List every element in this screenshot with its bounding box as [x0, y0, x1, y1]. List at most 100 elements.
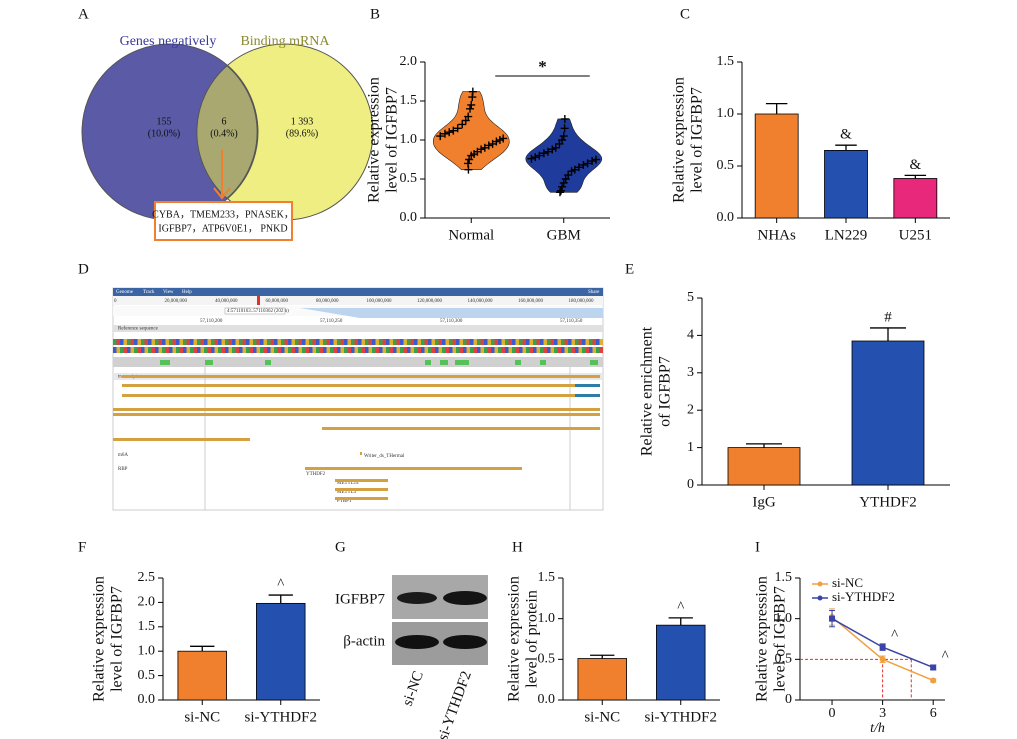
y-tick-label: 1.5: [775, 570, 793, 585]
menu-item: View: [163, 290, 174, 295]
base: [417, 347, 421, 353]
point: [453, 124, 462, 133]
base: [148, 347, 152, 353]
base: [599, 339, 603, 345]
gene-list: CYBA，TMEM233，PNASEK，: [152, 209, 294, 220]
base: [333, 347, 337, 353]
menu-item: Genome: [116, 290, 134, 295]
feature-tail: [575, 384, 600, 387]
base: [204, 339, 208, 345]
base: [284, 347, 288, 353]
annotation: #: [884, 309, 892, 325]
point: [579, 160, 588, 169]
base: [158, 339, 162, 345]
bar: [727, 447, 801, 486]
gene-box: [154, 201, 293, 241]
base: [515, 347, 519, 353]
base: [557, 339, 561, 345]
bar: [824, 149, 868, 219]
y-axis-label: Relative expression: [91, 576, 108, 702]
base: [123, 339, 127, 345]
y-tick-label: 0.5: [717, 158, 735, 173]
feature-box: [590, 360, 598, 365]
y-tick-label: 0: [785, 692, 792, 707]
band: [397, 592, 437, 604]
feature-bar: [335, 497, 388, 500]
track-header: [113, 325, 603, 332]
base: [305, 347, 309, 353]
ruler-label: 140,000,000: [468, 299, 494, 304]
bar: [177, 650, 227, 701]
x-tick-label: si-YTHDF2: [244, 709, 317, 725]
base: [344, 347, 348, 353]
y-axis-label: Relative expression: [366, 77, 383, 203]
base: [571, 347, 575, 353]
base: [533, 347, 537, 353]
feature-label: PTBP1: [337, 499, 352, 504]
base: [347, 347, 351, 353]
base: [130, 347, 134, 353]
base: [274, 347, 278, 353]
base: [144, 339, 148, 345]
feature-bar: [335, 488, 388, 491]
y-tick-label: 0.5: [775, 652, 793, 667]
point: [555, 188, 564, 197]
panel-label: D: [78, 261, 89, 277]
y-tick-label: 1.5: [717, 54, 735, 69]
feature-bar: [360, 452, 362, 455]
base: [438, 339, 442, 345]
base: [512, 347, 516, 353]
locus-box: [224, 307, 286, 315]
point: [544, 147, 553, 156]
base: [207, 347, 211, 353]
y-tick-label: 1: [687, 440, 694, 455]
base: [211, 347, 215, 353]
menu-item: Help: [182, 290, 192, 295]
ruler-bar: [113, 296, 603, 305]
point: [449, 126, 458, 135]
x-tick-label: LN229: [825, 227, 868, 243]
base: [253, 347, 257, 353]
base: [421, 339, 425, 345]
base: [477, 339, 481, 345]
base: [529, 347, 533, 353]
base: [522, 347, 526, 353]
base: [165, 339, 169, 345]
x-tick-label: U251: [899, 227, 932, 243]
base: [116, 339, 120, 345]
base: [281, 347, 285, 353]
base: [589, 347, 593, 353]
x-tick-label: si-YTHDF2: [644, 709, 717, 725]
bar: [656, 624, 706, 701]
feature-box: [160, 360, 170, 365]
base: [449, 339, 453, 345]
base: [358, 347, 362, 353]
base: [526, 347, 530, 353]
x-tick-label: 0: [829, 706, 836, 721]
panel-label: B: [370, 6, 380, 22]
marker: [930, 677, 937, 684]
base: [484, 347, 488, 353]
base: [568, 339, 572, 345]
base: [498, 339, 502, 345]
feature-bar: [335, 479, 388, 482]
base: [491, 339, 495, 345]
point: [588, 157, 597, 166]
base: [361, 339, 365, 345]
marker: [879, 656, 886, 663]
base: [162, 339, 166, 345]
band: [443, 635, 487, 649]
base: [435, 339, 439, 345]
base: [400, 347, 404, 353]
band: [443, 591, 487, 605]
feature-bar: [113, 408, 600, 411]
panel-label: G: [335, 539, 346, 555]
base: [134, 347, 138, 353]
base: [162, 347, 166, 353]
y-tick-label: 1.0: [400, 132, 418, 147]
base: [435, 347, 439, 353]
lane-label: si-YTHDF2: [435, 669, 475, 739]
base: [557, 347, 561, 353]
y-tick-label: 1.0: [717, 106, 735, 121]
base: [326, 347, 330, 353]
